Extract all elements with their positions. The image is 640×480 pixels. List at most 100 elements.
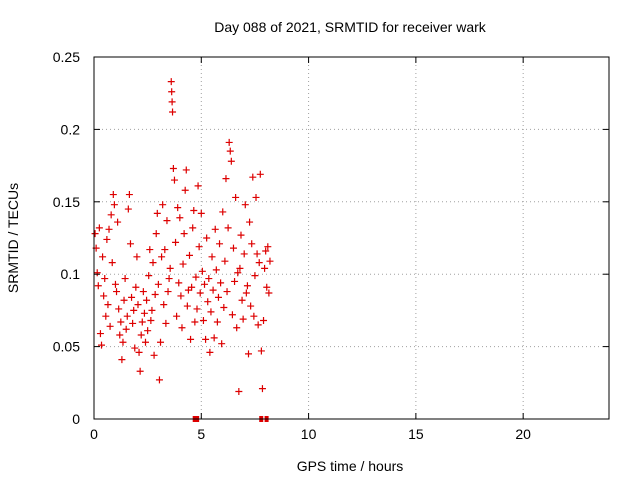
data-point — [220, 304, 228, 312]
data-point — [100, 292, 108, 300]
y-tick-label: 0 — [72, 411, 80, 427]
data-point — [126, 240, 134, 248]
data-point — [265, 289, 273, 297]
y-tick-label: 0.25 — [53, 49, 80, 65]
data-point — [206, 348, 214, 356]
data-point — [95, 224, 103, 232]
data-point — [256, 170, 264, 178]
data-points — [91, 78, 274, 395]
data-point — [135, 348, 143, 356]
data-point — [175, 279, 183, 287]
data-point — [197, 209, 205, 217]
data-point — [214, 293, 222, 301]
data-point — [136, 367, 144, 375]
data-point — [130, 306, 138, 314]
data-point — [203, 234, 211, 242]
data-point — [149, 259, 157, 267]
data-point — [122, 325, 130, 333]
data-point — [264, 243, 272, 251]
data-point — [128, 293, 136, 301]
data-point — [207, 308, 215, 316]
data-point — [139, 288, 147, 296]
data-point — [238, 296, 246, 304]
axis-ticks: 0 5 10 15 20 0 0.05 0.1 0.15 0.2 0.25 — [53, 49, 609, 442]
data-point — [111, 280, 119, 288]
data-point — [208, 253, 216, 261]
data-point — [196, 289, 204, 297]
data-point — [212, 266, 220, 274]
data-point — [243, 282, 251, 290]
data-point — [219, 208, 227, 216]
data-point — [104, 301, 112, 309]
data-point — [193, 305, 201, 313]
data-point — [183, 302, 191, 310]
data-point — [131, 344, 139, 352]
data-point — [217, 279, 225, 287]
data-point — [252, 193, 260, 201]
data-point — [209, 286, 217, 294]
data-point — [163, 217, 171, 225]
data-point — [165, 275, 173, 283]
data-point — [150, 351, 158, 359]
data-point — [222, 175, 230, 183]
data-point — [161, 246, 169, 254]
data-point — [188, 283, 196, 291]
data-point — [151, 290, 159, 298]
data-point — [157, 338, 165, 346]
data-point — [152, 230, 160, 238]
data-point — [113, 288, 121, 296]
data-point — [194, 182, 202, 190]
data-point — [146, 246, 154, 254]
data-point — [105, 225, 113, 233]
data-point — [107, 211, 115, 219]
data-point — [147, 317, 155, 325]
data-point — [229, 244, 237, 252]
y-tick-label: 0.1 — [61, 266, 81, 282]
data-point — [237, 231, 245, 239]
data-point — [114, 218, 122, 226]
data-point — [236, 264, 244, 272]
data-point — [140, 309, 148, 317]
x-tick-label: 0 — [90, 426, 98, 442]
data-point — [254, 321, 262, 329]
data-point — [153, 209, 161, 217]
data-point — [257, 347, 265, 355]
data-point — [160, 301, 168, 309]
data-point — [98, 341, 106, 349]
data-point — [158, 253, 166, 261]
data-point — [225, 138, 233, 146]
data-point — [263, 283, 271, 291]
data-point — [116, 331, 124, 339]
data-point — [166, 264, 174, 272]
data-point — [247, 302, 255, 310]
data-point — [106, 322, 114, 330]
data-point — [118, 356, 126, 364]
data-point — [250, 312, 258, 320]
data-point — [170, 176, 178, 184]
data-point — [190, 206, 198, 214]
data-point — [144, 327, 152, 335]
data-point — [234, 269, 242, 277]
data-point — [155, 376, 163, 384]
data-point — [169, 164, 177, 172]
data-point — [115, 305, 123, 313]
data-point — [221, 257, 229, 265]
data-point — [204, 298, 212, 306]
data-point — [253, 250, 261, 258]
data-point — [108, 259, 116, 267]
data-point — [258, 385, 266, 393]
data-point — [167, 78, 175, 86]
data-point — [231, 277, 239, 285]
grid-lines — [94, 57, 609, 419]
data-point — [124, 205, 132, 213]
data-point — [180, 230, 188, 238]
chart-title: Day 088 of 2021, SRMTID for receiver war… — [214, 19, 487, 35]
data-point — [213, 318, 221, 326]
data-point — [181, 186, 189, 194]
data-point — [266, 257, 274, 265]
data-point — [242, 289, 250, 297]
data-point — [125, 191, 133, 199]
data-point — [226, 147, 234, 155]
data-point — [262, 247, 270, 255]
data-point — [216, 240, 224, 248]
